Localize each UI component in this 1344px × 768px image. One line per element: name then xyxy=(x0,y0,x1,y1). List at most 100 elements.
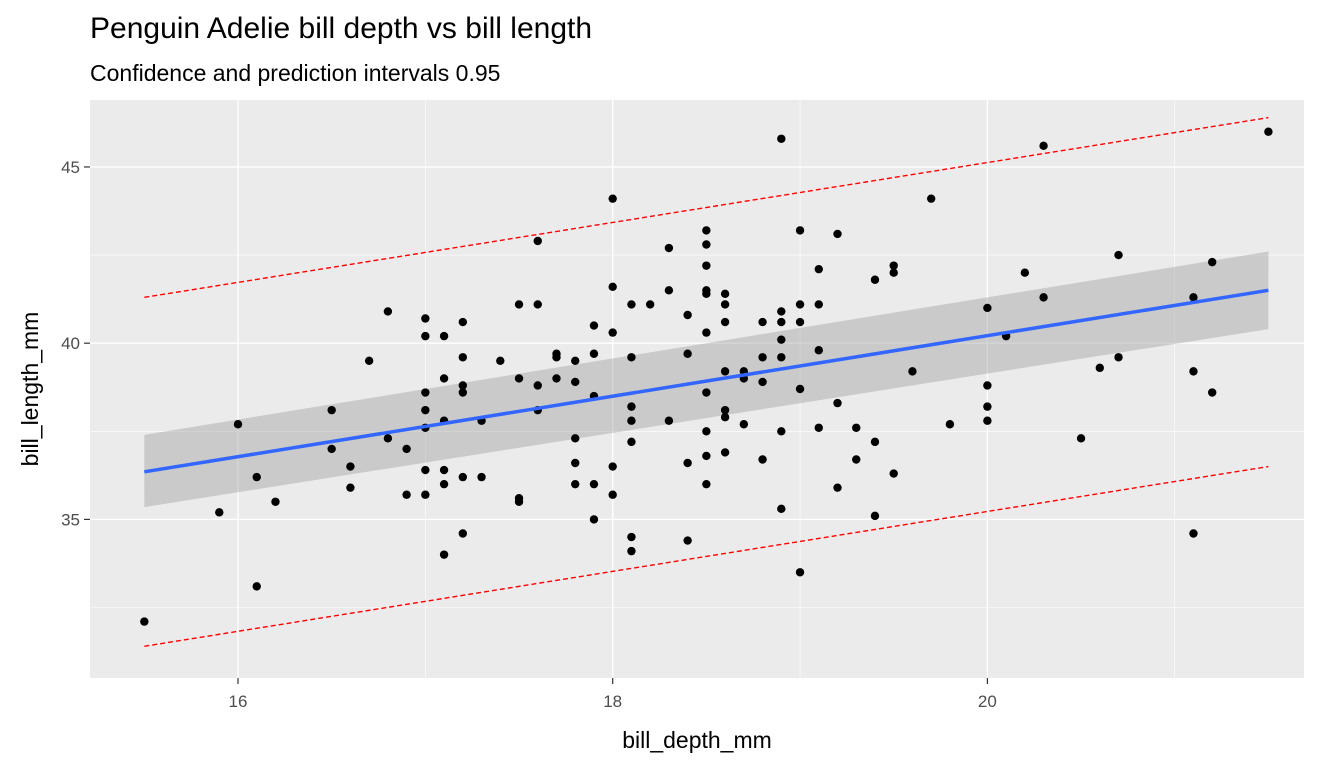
data-point xyxy=(720,289,730,299)
data-point xyxy=(777,504,786,514)
data-point xyxy=(889,261,898,270)
data-point xyxy=(346,462,355,471)
data-point xyxy=(683,349,692,358)
data-point xyxy=(1020,268,1030,277)
data-point xyxy=(402,444,411,454)
data-point xyxy=(777,335,786,344)
data-point xyxy=(889,469,898,478)
x-tick-label: 20 xyxy=(978,692,997,711)
data-point xyxy=(683,536,692,545)
data-point xyxy=(627,546,636,556)
data-point xyxy=(346,483,355,492)
regression-line xyxy=(144,288,1269,474)
chart-title: Penguin Adelie bill depth vs bill length xyxy=(90,12,593,45)
data-point xyxy=(758,377,767,387)
data-point xyxy=(758,353,767,362)
data-point xyxy=(552,374,561,383)
data-point xyxy=(739,420,749,429)
data-point xyxy=(533,236,542,246)
prediction-interval-upper xyxy=(144,116,1269,299)
data-point xyxy=(421,465,430,475)
data-point xyxy=(870,275,880,284)
data-point xyxy=(833,483,842,492)
data-point xyxy=(720,317,730,327)
data-point xyxy=(908,367,917,376)
data-point xyxy=(1208,257,1217,267)
data-point xyxy=(421,388,430,397)
data-point xyxy=(983,381,992,390)
data-point xyxy=(458,317,468,327)
data-point xyxy=(1264,127,1273,136)
data-point xyxy=(327,444,336,454)
data-point xyxy=(702,451,711,461)
data-point xyxy=(1189,367,1198,376)
data-point xyxy=(702,226,711,235)
data-point xyxy=(364,356,374,366)
data-point xyxy=(477,472,486,482)
data-point xyxy=(571,479,580,489)
data-point xyxy=(983,402,992,411)
data-point xyxy=(720,448,730,457)
data-point xyxy=(702,289,711,299)
data-point xyxy=(720,300,730,309)
data-point xyxy=(795,226,805,235)
data-point xyxy=(1095,363,1104,373)
data-point xyxy=(421,405,430,415)
data-point xyxy=(421,331,430,341)
data-point xyxy=(533,300,542,309)
data-point xyxy=(852,455,861,464)
data-point xyxy=(458,353,468,362)
data-point xyxy=(814,423,823,432)
plot-panel xyxy=(90,100,1304,678)
data-point xyxy=(252,582,261,591)
data-point xyxy=(702,388,711,397)
x-axis-title: bill_depth_mm xyxy=(622,727,772,753)
data-point xyxy=(777,134,786,143)
y-axis-ticks: 35 40 45 xyxy=(61,158,90,529)
data-point xyxy=(271,497,280,506)
data-point xyxy=(664,286,674,295)
data-point xyxy=(1189,293,1198,302)
x-tick-label: 18 xyxy=(603,692,622,711)
y-tick-label: 35 xyxy=(61,510,80,529)
data-point xyxy=(608,490,617,499)
data-point xyxy=(627,437,636,447)
data-point xyxy=(439,331,449,341)
data-point xyxy=(870,437,880,447)
data-point xyxy=(683,458,692,468)
data-point xyxy=(777,307,786,316)
data-point xyxy=(720,405,730,415)
data-point xyxy=(1076,434,1086,443)
data-point xyxy=(777,427,786,436)
data-point xyxy=(552,353,561,362)
data-point xyxy=(496,356,505,366)
data-point xyxy=(233,420,243,429)
data-point xyxy=(720,367,730,376)
data-point xyxy=(814,300,823,309)
data-point xyxy=(702,240,711,249)
data-point xyxy=(608,328,617,337)
prediction-interval-lower xyxy=(144,465,1269,647)
data-point xyxy=(683,310,692,320)
data-point xyxy=(589,479,599,489)
data-point xyxy=(664,243,674,253)
x-axis-ticks: 16 18 20 xyxy=(229,678,997,711)
data-point xyxy=(1114,353,1123,362)
data-point xyxy=(608,194,617,203)
data-point xyxy=(402,490,411,499)
data-point xyxy=(252,472,261,482)
data-point xyxy=(439,550,449,559)
data-point xyxy=(627,300,636,309)
data-point xyxy=(983,303,992,313)
data-point xyxy=(758,455,767,464)
data-point xyxy=(514,374,524,383)
data-point xyxy=(983,416,992,425)
data-point xyxy=(1039,141,1048,151)
data-point xyxy=(383,307,393,316)
data-point xyxy=(795,384,805,394)
data-point xyxy=(852,423,861,432)
data-point xyxy=(627,402,636,411)
chart-subtitle: Confidence and prediction intervals 0.95 xyxy=(90,60,501,86)
data-point xyxy=(514,300,524,309)
